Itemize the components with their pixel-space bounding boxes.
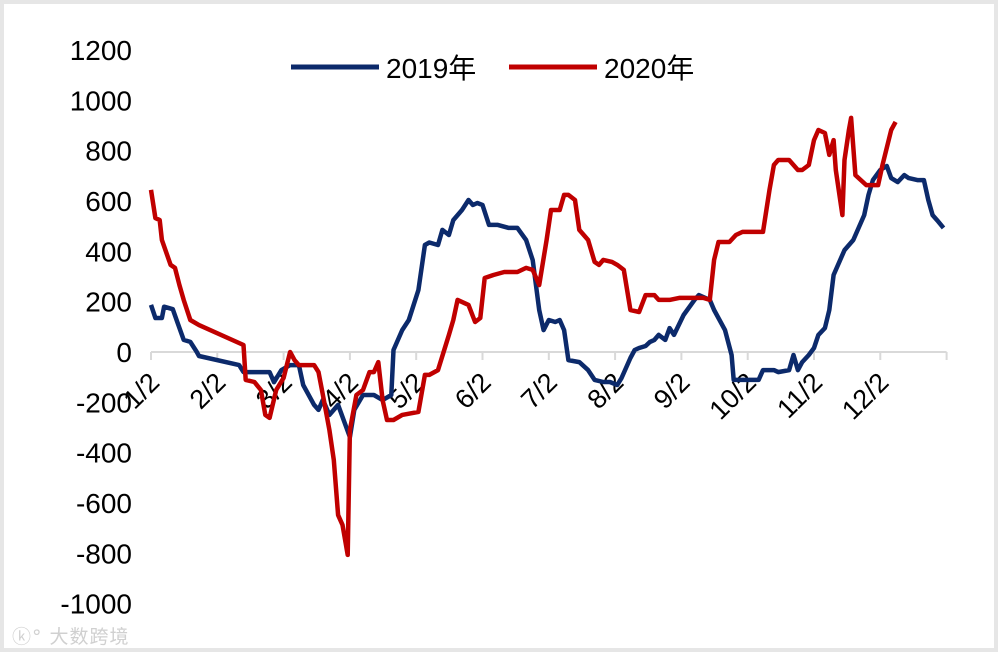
y-tick-label: 1000: [70, 85, 132, 116]
x-tick-label: 2/2: [184, 367, 232, 415]
x-tick-label: 7/2: [515, 367, 563, 415]
watermark-logo: ⓚ° 大数跨境: [12, 626, 130, 648]
y-tick-label: 0: [116, 337, 132, 368]
x-tick-label: 12/2: [836, 367, 894, 425]
line-chart: 1200 1000 800 600 400 200 0 -200 -400 -600 -800 -10…: [60, 35, 948, 620]
legend: 2019年 2020年: [291, 53, 694, 84]
y-tick-label: -1000: [60, 589, 132, 620]
y-tick-label: 200: [85, 287, 132, 318]
legend-label: 2019年: [386, 53, 476, 84]
x-tick-label: 11/2: [771, 367, 828, 424]
y-tick-label: 400: [85, 236, 132, 267]
y-tick-label: -800: [76, 538, 132, 569]
series-line-1: [148, 163, 946, 440]
y-axis: 1200 1000 800 600 400 200 0 -200 -400 -600 -800 -10…: [60, 35, 132, 620]
y-tick-label: -200: [76, 387, 132, 418]
y-tick-label: 600: [85, 186, 132, 217]
x-tick-label: 6/2: [449, 367, 497, 415]
y-tick-label: -600: [76, 488, 132, 519]
chart-frame: 1200 1000 800 600 400 200 0 -200 -400 -600 -800 -10…: [4, 4, 994, 648]
y-tick-label: 800: [85, 136, 132, 167]
x-tick-label: 9/2: [648, 367, 696, 415]
series-lines: [148, 115, 946, 558]
x-axis: 1/2 2/2 3/2 4/2 5/2 6/2 7/2 8/2 9/2 10/2 11/2 12/2: [117, 351, 948, 425]
y-tick-label: 1200: [70, 35, 132, 66]
series-line-2: [148, 115, 898, 558]
y-tick-label: -400: [76, 438, 132, 469]
legend-label: 2020年: [604, 53, 694, 84]
